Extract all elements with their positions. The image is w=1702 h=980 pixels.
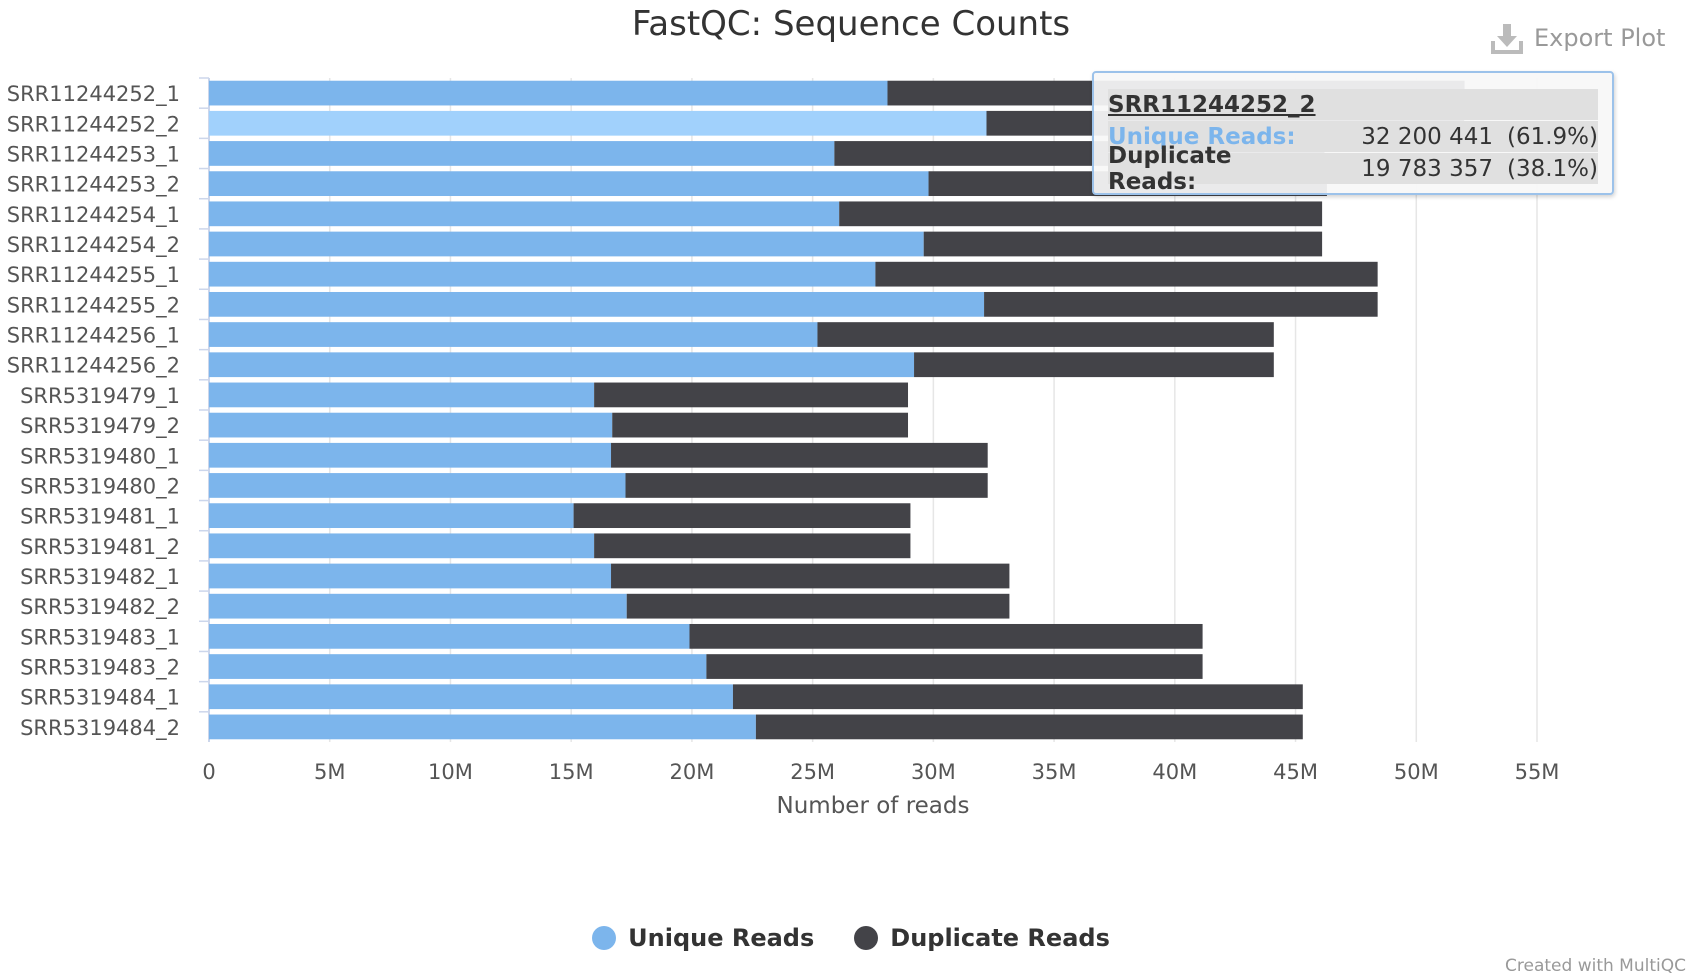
bar-unique[interactable] <box>209 201 840 227</box>
bar-duplicate[interactable] <box>611 563 1010 589</box>
bar-unique[interactable] <box>209 171 929 197</box>
bar-duplicate[interactable] <box>594 533 911 559</box>
bar-duplicate[interactable] <box>755 714 1303 740</box>
export-plot-label: Export Plot <box>1534 24 1666 52</box>
bar-unique[interactable] <box>209 322 818 347</box>
bar-unique[interactable] <box>209 261 876 287</box>
bar-unique[interactable] <box>209 623 690 649</box>
tooltip-row-unique: Unique Reads: 32 200 441 (61.9%) <box>1108 121 1598 152</box>
legend-marker <box>592 926 617 950</box>
bar-duplicate[interactable] <box>732 684 1303 710</box>
y-category-label: SRR11244256_2 <box>7 354 180 379</box>
x-tick-label: 50M <box>1394 760 1439 784</box>
tooltip-value: 32 200 441 <box>1361 123 1493 150</box>
tooltip-header: SRR11244252_2 <box>1108 89 1598 120</box>
download-icon <box>1490 21 1524 55</box>
bar-unique[interactable] <box>209 654 707 679</box>
bar-unique[interactable] <box>209 352 915 378</box>
y-category-label: SRR5319479_1 <box>20 384 180 409</box>
x-tick-label: 10M <box>428 760 473 784</box>
bar-unique[interactable] <box>209 231 924 257</box>
y-category-label: SRR11244253_2 <box>7 173 180 198</box>
bar-unique[interactable] <box>209 593 627 619</box>
bar-duplicate[interactable] <box>573 503 911 529</box>
bar-unique[interactable] <box>209 141 835 166</box>
bar-duplicate[interactable] <box>625 473 988 498</box>
y-category-label: SRR5319483_2 <box>20 656 180 681</box>
legend-label: Duplicate Reads <box>890 924 1110 952</box>
legend-label: Unique Reads <box>628 924 815 952</box>
legend-item-unique-reads[interactable]: Unique Reads <box>592 924 814 952</box>
bar-duplicate[interactable] <box>839 201 1323 227</box>
y-category-label: SRR11244253_1 <box>7 142 180 167</box>
bar-unique[interactable] <box>209 110 987 136</box>
legend-item-duplicate-reads[interactable]: Duplicate Reads <box>854 924 1110 952</box>
bar-duplicate[interactable] <box>984 291 1378 317</box>
tooltip: SRR11244252_2 Unique Reads: 32 200 441 (… <box>1092 71 1614 195</box>
y-category-label: SRR11244254_1 <box>7 203 180 228</box>
tooltip-value: 19 783 357 <box>1361 155 1493 182</box>
bar-duplicate[interactable] <box>594 382 909 408</box>
y-category-label: SRR5319480_2 <box>20 474 180 499</box>
y-category-label: SRR11244256_1 <box>7 324 180 349</box>
bar-duplicate[interactable] <box>689 623 1203 649</box>
tooltip-percent: (38.1%) <box>1506 155 1598 182</box>
bar-unique[interactable] <box>209 412 613 438</box>
bar-unique[interactable] <box>209 80 888 106</box>
x-tick-label: 15M <box>549 760 594 784</box>
bar-duplicate[interactable] <box>611 442 988 468</box>
tooltip-label: Duplicate Reads: <box>1108 142 1232 195</box>
y-category-label: SRR11244252_1 <box>7 82 180 107</box>
y-category-label: SRR5319481_1 <box>20 505 180 530</box>
bar-duplicate[interactable] <box>706 654 1203 679</box>
bar-unique[interactable] <box>209 473 626 498</box>
legend-marker <box>854 926 879 950</box>
x-tick-label: 45M <box>1273 760 1318 784</box>
bar-chart: 0 5M 10M 15M 20M 25M 30M 35M 40M 45M 50M 55M SRR1124… <box>7 77 1560 819</box>
y-category-label: SRR5319484_2 <box>20 716 180 741</box>
tooltip-label: Unique Reads: <box>1108 123 1296 150</box>
y-category-label: SRR11244255_1 <box>7 263 180 288</box>
y-category-label: SRR11244254_2 <box>7 233 180 258</box>
bar-unique[interactable] <box>209 442 612 468</box>
bar-unique[interactable] <box>209 563 612 589</box>
export-plot-button[interactable]: Export Plot <box>1490 18 1665 58</box>
tooltip-row-duplicate: Duplicate Reads: 19 783 357 (38.1%) <box>1108 143 1598 195</box>
bar-unique[interactable] <box>209 714 756 740</box>
x-tick-label: 40M <box>1152 760 1197 784</box>
bar-duplicate[interactable] <box>875 261 1378 287</box>
y-category-label: SRR5319480_1 <box>20 444 180 469</box>
x-tick-label: 0 <box>202 760 215 784</box>
bar-unique[interactable] <box>209 291 985 317</box>
x-tick-label: 30M <box>911 760 956 784</box>
bar-duplicate[interactable] <box>612 412 909 438</box>
bar-duplicate[interactable] <box>626 593 1010 619</box>
bar-duplicate[interactable] <box>923 231 1323 257</box>
y-category-label: SRR5319482_2 <box>20 595 180 620</box>
tooltip-sample-name: SRR11244252_2 <box>1108 91 1316 118</box>
bar-unique[interactable] <box>209 503 574 529</box>
x-tick-label: 25M <box>790 760 835 784</box>
bar-unique[interactable] <box>209 382 595 408</box>
bar-unique[interactable] <box>209 533 595 559</box>
x-tick-label: 35M <box>1032 760 1077 784</box>
bar-duplicate[interactable] <box>914 352 1274 378</box>
bar-unique[interactable] <box>209 684 733 710</box>
y-category-label: SRR5319484_1 <box>20 686 180 711</box>
tooltip-percent: (61.9%) <box>1506 123 1598 150</box>
x-axis-title: Number of reads <box>777 793 970 819</box>
bar-duplicate[interactable] <box>817 322 1274 347</box>
x-tick-label: 20M <box>669 760 714 784</box>
credits[interactable]: Created with MultiQC <box>1505 956 1686 976</box>
y-category-label: SRR11244255_2 <box>7 293 180 318</box>
y-category-label: SRR5319482_1 <box>20 565 180 590</box>
y-category-label: SRR5319481_2 <box>20 535 180 560</box>
y-category-label: SRR5319483_1 <box>20 625 180 650</box>
x-tick-label: 55M <box>1515 760 1560 784</box>
y-category-label: SRR5319479_2 <box>20 414 180 439</box>
x-tick-label: 5M <box>314 760 345 784</box>
legend: Unique Reads Duplicate Reads <box>0 924 1702 952</box>
chart-title: FastQC: Sequence Counts <box>631 4 1071 44</box>
y-category-label: SRR11244252_2 <box>7 112 180 137</box>
